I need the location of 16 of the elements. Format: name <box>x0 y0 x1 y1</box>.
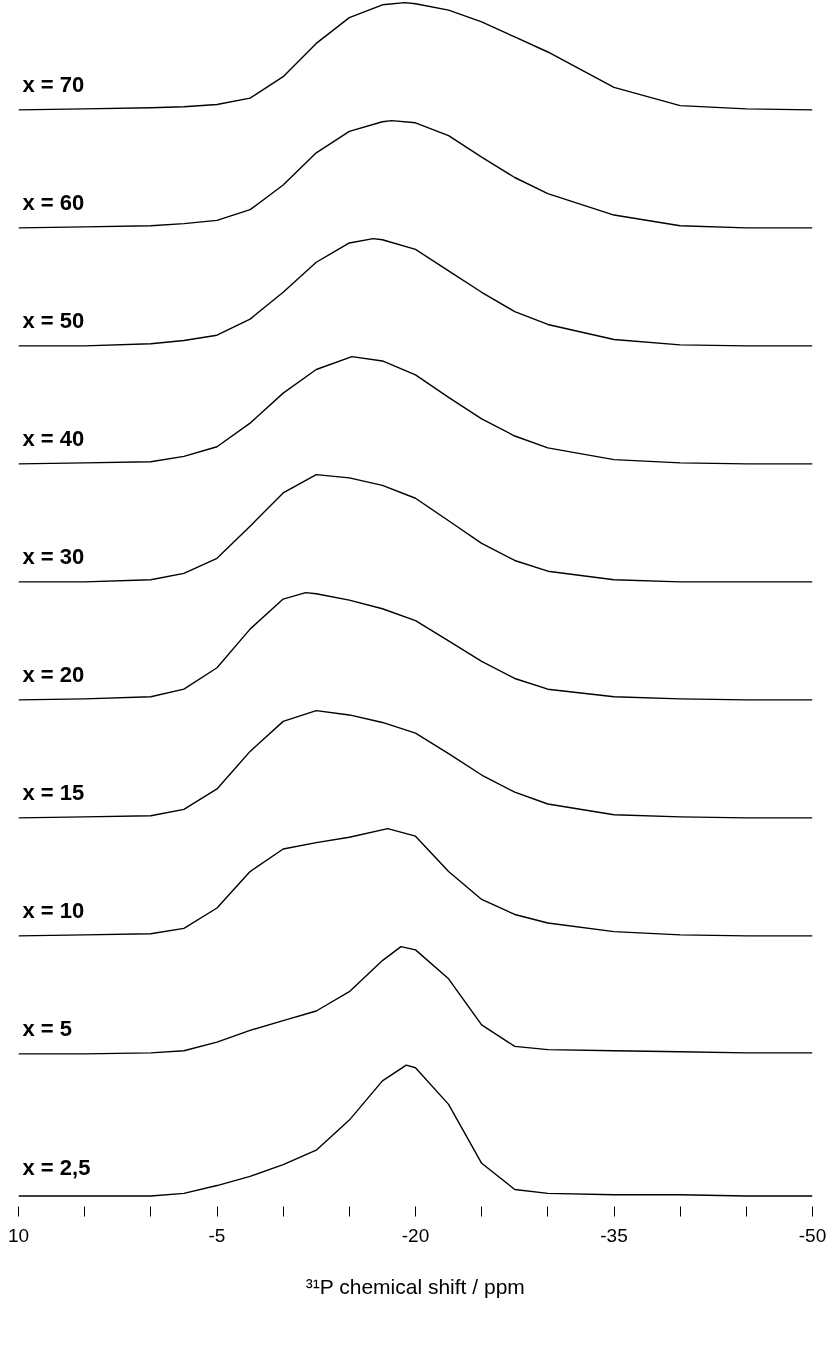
series-label: x = 10 <box>22 898 85 924</box>
series-label: x = 20 <box>22 662 85 688</box>
x-tick-label: -20 <box>401 1224 430 1246</box>
series-label: x = 60 <box>22 190 85 216</box>
x-axis-title: ³¹P chemical shift / ppm <box>305 1274 525 1298</box>
series-label: x = 40 <box>22 426 85 452</box>
x-tick-label: -50 <box>798 1224 827 1246</box>
series-label: x = 5 <box>22 1016 73 1042</box>
series-label: x = 30 <box>22 544 85 570</box>
series-label: x = 2,5 <box>22 1155 91 1181</box>
x-tick-label: 10 <box>7 1224 30 1246</box>
series-label: x = 70 <box>22 72 85 98</box>
series-label: x = 50 <box>22 308 85 334</box>
series-label: x = 15 <box>22 780 85 806</box>
x-tick-label: -5 <box>208 1224 226 1246</box>
x-tick-label: -35 <box>600 1224 628 1246</box>
